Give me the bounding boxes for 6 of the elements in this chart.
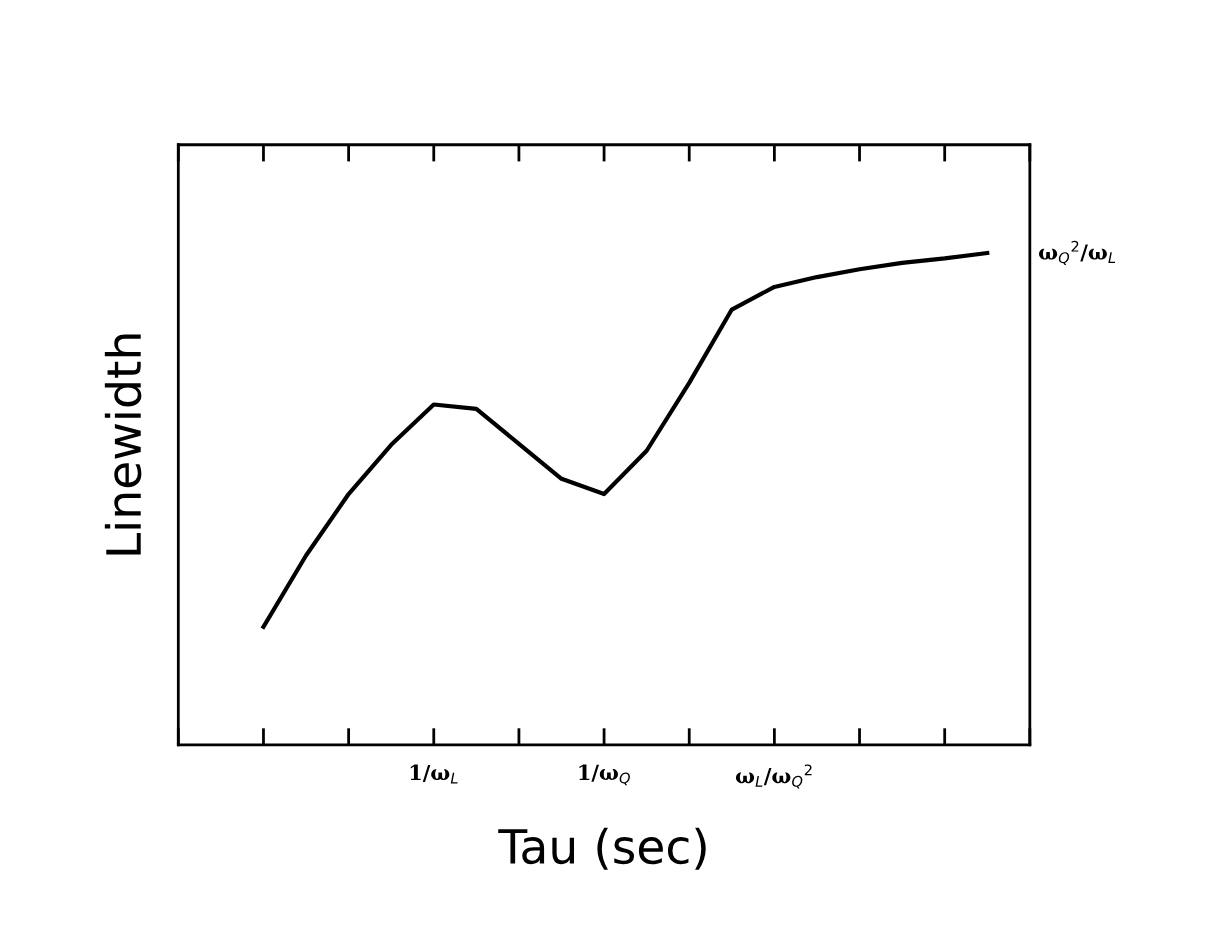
- x-axis-title: Tau (sec): [498, 827, 706, 870]
- x-tick-label: 1/ω$_{L}$: [410, 764, 458, 784]
- x-tick-label: 1/ω$_{Q}$: [579, 764, 630, 786]
- x-tick-label: ω$_{L}$/ω$_{Q}$$^{2}$: [735, 764, 812, 789]
- text: ω$_{Q}$$^{2}$/ω$_{L}$: [1038, 240, 1116, 265]
- y-axis-title: Linewidth: [104, 334, 142, 555]
